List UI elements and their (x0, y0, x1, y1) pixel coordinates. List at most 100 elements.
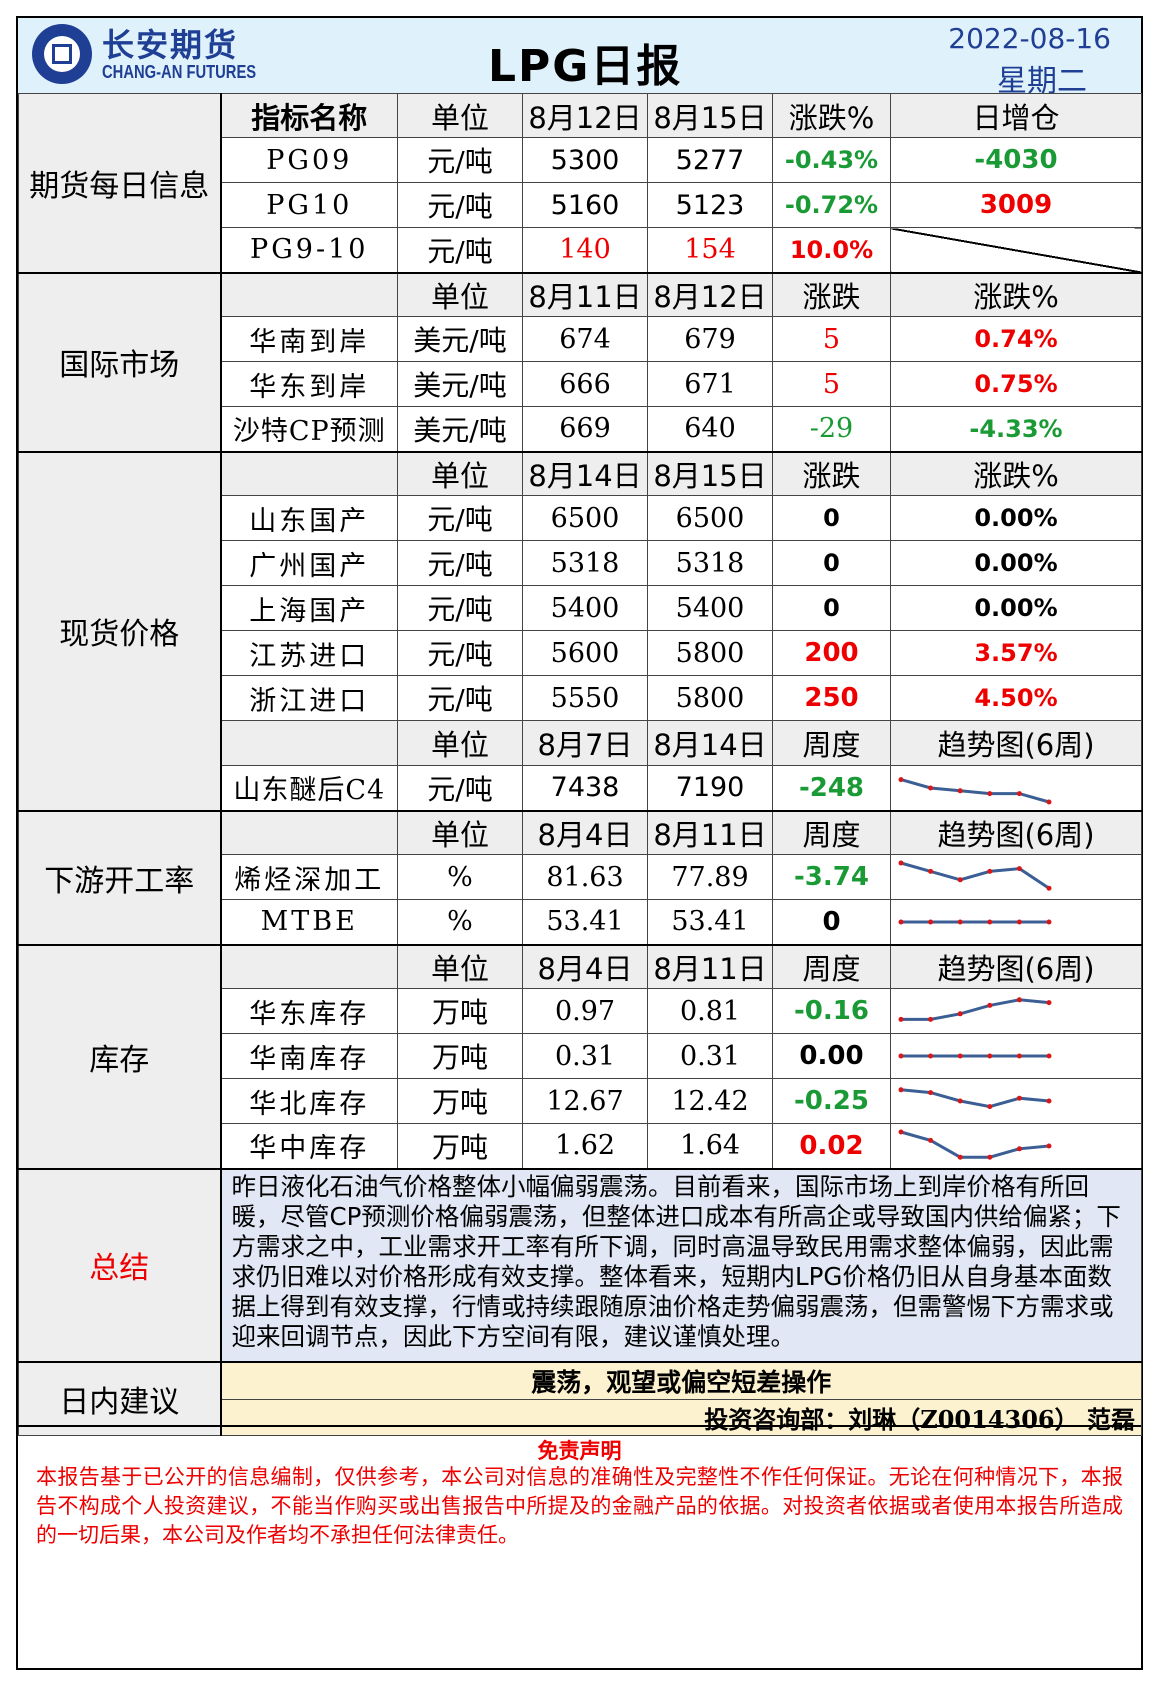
cell-unit: % (397, 899, 523, 945)
row-label: 华南到岸 (220, 316, 398, 362)
cell-unit: 元/吨 (397, 227, 523, 273)
cell-change-pct: 0.74% (890, 316, 1142, 362)
report-table: 期货每日信息 指标名称 单位 8月12日 8月15日 涨跌% 日增仓 PG09 … (18, 93, 1142, 1436)
trend-sparkline (890, 854, 1142, 900)
table-row: 华中库存 万吨 1.62 1.64 0.02 (19, 1123, 1142, 1169)
cell-unit: % (397, 854, 523, 900)
cell-value: 666 (522, 361, 648, 407)
cell-value: 674 (522, 316, 648, 362)
table-row: 华南到岸 美元/吨 674 679 5 0.74% (19, 316, 1142, 362)
row-label: 山东国产 (220, 495, 398, 541)
cell-change: -29 (772, 406, 891, 452)
trend-point (1016, 790, 1022, 796)
col-header: 单位 (397, 93, 523, 138)
trend-point (928, 1137, 934, 1143)
trend-line (901, 998, 1050, 1021)
section-summary: 总结 (18, 1167, 222, 1362)
cell-value: 12.67 (522, 1078, 648, 1124)
trend-point (957, 1053, 963, 1059)
cell-change: 10.0% (772, 227, 891, 273)
section-advice: 日内建议 (18, 1360, 222, 1436)
table-row: 山东醚后C4 元/吨 7438 7190 -248 (19, 765, 1142, 811)
cell-value: 7438 (522, 765, 648, 811)
row-label: 山东醚后C4 (220, 765, 398, 811)
section-international: 国际市场 (18, 271, 222, 452)
trend-point (928, 868, 934, 874)
cell-value: 679 (647, 316, 773, 362)
row-label: PG10 (220, 182, 398, 228)
col-header: 单位 (397, 720, 523, 766)
trend-point (987, 1053, 993, 1059)
cell-change: -0.16 (772, 988, 891, 1034)
cell-value: 12.42 (647, 1078, 773, 1124)
trend-point (1046, 1143, 1052, 1149)
col-header: 趋势图(6周) (890, 720, 1142, 766)
trend-point (898, 1053, 904, 1059)
cell-value: 5800 (647, 630, 773, 676)
col-header: 单位 (397, 809, 523, 855)
cell-value: 5318 (522, 540, 648, 586)
cell-unit: 元/吨 (397, 585, 523, 631)
col-header: 趋势图(6周) (890, 809, 1142, 855)
row-label: 华中库存 (220, 1123, 398, 1169)
col-header: 涨跌 (772, 271, 891, 317)
cell-unit: 元/吨 (397, 540, 523, 586)
row-label: 上海国产 (220, 585, 398, 631)
cell-value: 0.97 (522, 988, 648, 1034)
col-header: 指标名称 (220, 93, 398, 138)
trend-point (957, 1011, 963, 1017)
trend-point (898, 860, 904, 866)
row-label: MTBE (220, 899, 398, 945)
company-name-cn: 长安期货 (102, 26, 239, 64)
trend-point (1016, 919, 1022, 925)
trend-point (928, 1090, 934, 1096)
cell-change-pct: -4.33% (890, 406, 1142, 452)
diagonal-cell (890, 227, 1142, 273)
trend-point (1046, 919, 1052, 925)
cell-value: 5550 (522, 675, 648, 721)
trend-point (957, 1154, 963, 1160)
cell-value: 1.64 (647, 1123, 773, 1169)
table-row: 山东国产 元/吨 6500 6500 0 0.00% (19, 495, 1142, 541)
cell-value: 5600 (522, 630, 648, 676)
row-label: PG09 (220, 137, 398, 183)
cell-unit: 万吨 (397, 1078, 523, 1124)
table-row: PG10 元/吨 5160 5123 -0.72% 3009 (19, 182, 1142, 228)
col-header: 8月12日 (522, 93, 648, 138)
advice-text: 震荡，观望或偏空短差操作 (220, 1360, 1142, 1400)
row-label: 江苏进口 (220, 630, 398, 676)
table-row: 广州国产 元/吨 5318 5318 0 0.00% (19, 540, 1142, 586)
row-label: 华东到岸 (220, 361, 398, 407)
cell-unit: 万吨 (397, 1123, 523, 1169)
company-logo-icon (32, 24, 92, 84)
trend-sparkline (890, 765, 1142, 811)
cell-change-pct: 0.00% (890, 495, 1142, 541)
section-spot: 现货价格 (18, 450, 222, 811)
trend-point (1046, 799, 1052, 805)
cell-value: 669 (522, 406, 648, 452)
cell-value: 6500 (647, 495, 773, 541)
cell-change-pct: 0.75% (890, 361, 1142, 407)
company-name-en: CHANG-AN FUTURES (102, 62, 257, 82)
table-row: PG9-10 元/吨 140 154 10.0% (19, 227, 1142, 273)
row-label: 华南库存 (220, 1033, 398, 1079)
cell-unit: 元/吨 (397, 137, 523, 183)
row-label: 浙江进口 (220, 675, 398, 721)
trend-sparkline (890, 1078, 1142, 1124)
trend-point (928, 919, 934, 925)
cell-unit: 元/吨 (397, 675, 523, 721)
report-date: 2022-08-16 (948, 22, 1111, 55)
col-header: 单位 (397, 450, 523, 496)
trend-point (957, 919, 963, 925)
col-header: 8月4日 (522, 809, 648, 855)
cell-unit: 美元/吨 (397, 361, 523, 407)
cell-unit: 元/吨 (397, 630, 523, 676)
cell-change: -0.43% (772, 137, 891, 183)
row-label: 华北库存 (220, 1078, 398, 1124)
cell-value: 5400 (522, 585, 648, 631)
cell-unit: 元/吨 (397, 495, 523, 541)
col-header: 日增仓 (890, 93, 1142, 138)
cell-value: 671 (647, 361, 773, 407)
cell-value: 154 (647, 227, 773, 273)
cell-value: 5400 (647, 585, 773, 631)
